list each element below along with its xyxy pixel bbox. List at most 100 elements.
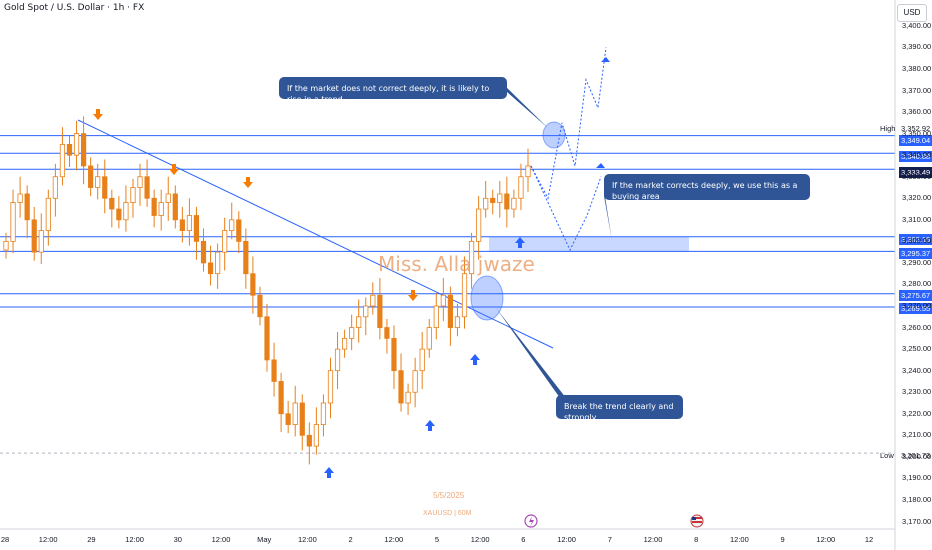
y-tick-label: 3,370.00 xyxy=(902,85,932,95)
x-tick-label: 30 xyxy=(173,535,182,544)
y-tick-label: 3,310.00 xyxy=(902,214,932,224)
x-tick-label: 12:00 xyxy=(384,535,404,544)
candle-body xyxy=(391,337,397,372)
candle-body xyxy=(518,176,524,199)
candle-body xyxy=(504,193,510,210)
flag-canton xyxy=(692,517,696,520)
price-label-buy-bottom: 3,295.37 xyxy=(899,248,932,259)
callout-deep-correction: If the market corrects deeply, we use th… xyxy=(604,174,810,201)
y-tick-label: 3,250.00 xyxy=(902,344,932,354)
down-arrow-shaft xyxy=(96,109,100,115)
down-arrow-icon xyxy=(408,295,418,301)
y-tick-label: 3,300.00 xyxy=(902,236,932,246)
candle-body xyxy=(3,240,9,251)
y-tick-label: 3,240.00 xyxy=(902,365,932,375)
x-tick-label: 9 xyxy=(780,535,785,544)
candle-body xyxy=(193,215,200,242)
candle-body xyxy=(461,273,468,318)
up-arrow-shaft xyxy=(473,359,477,365)
up-arrow-icon xyxy=(515,237,525,243)
candle-body xyxy=(200,240,207,264)
x-tick-label: 7 xyxy=(607,535,612,544)
connector-bottom xyxy=(496,308,566,398)
x-tick-label: 12:00 xyxy=(211,535,231,544)
highlight-circles xyxy=(470,121,566,321)
y-tick-label: 3,400.00 xyxy=(902,20,932,30)
x-tick-label: May xyxy=(257,535,272,544)
candle-body xyxy=(215,251,221,275)
candle-body xyxy=(313,424,319,447)
candle-body xyxy=(24,193,30,221)
candle-body xyxy=(31,219,37,253)
up-arrow-shaft xyxy=(327,472,331,478)
candle-body xyxy=(511,197,517,210)
y-tick-label: 3,280.00 xyxy=(902,279,932,289)
candle-body xyxy=(172,193,178,221)
down-arrow-icon xyxy=(93,114,103,120)
buy-zone-rect xyxy=(489,236,689,252)
candle-body xyxy=(299,402,305,436)
scenario-path-correction xyxy=(530,165,602,252)
y-tick-label: 3,270.00 xyxy=(902,301,932,311)
candle-body xyxy=(257,294,263,318)
candle-body xyxy=(398,370,404,404)
x-tick-label: 12:00 xyxy=(298,535,317,544)
candle-body xyxy=(483,197,489,210)
y-tick-label: 3,180.00 xyxy=(902,494,932,504)
x-tick-label: 2 xyxy=(348,535,353,544)
author-watermark: Miss. Alla jwaze xyxy=(378,252,535,276)
candle-body xyxy=(356,316,362,328)
y-tick-label: 3,290.00 xyxy=(902,257,932,267)
candle-body xyxy=(476,208,482,242)
up-arrow-icon xyxy=(470,354,480,360)
candle-body xyxy=(88,165,94,188)
candle-body xyxy=(123,202,129,221)
price-label-r2: 3,340.88 xyxy=(899,151,932,162)
lightning-glyph xyxy=(529,516,534,527)
candle-body xyxy=(66,143,73,156)
x-tick-label: 28 xyxy=(0,535,10,544)
y-tick-label: 3,230.00 xyxy=(902,387,932,397)
candle-body xyxy=(447,294,454,328)
candle-body xyxy=(278,381,284,415)
currency-selector[interactable]: USD xyxy=(897,4,927,22)
up-arrow-shaft xyxy=(518,242,522,248)
x-tick-label: 12:00 xyxy=(470,535,490,544)
callout-trend-break: Break the trend clearly and strongly xyxy=(556,395,683,422)
scenario-arrowhead-correction xyxy=(596,163,605,168)
x-tick-label: 8 xyxy=(694,535,699,544)
candle-body xyxy=(186,215,193,231)
candle-body xyxy=(490,197,496,203)
price-label-low: 3,201.73 xyxy=(899,450,932,461)
y-tick-label: 3,190.00 xyxy=(902,473,932,483)
y-tick-label: 3,330.00 xyxy=(902,171,932,181)
y-tick-label: 3,260.00 xyxy=(902,322,932,332)
candle-body xyxy=(38,230,44,253)
y-tick-label: 3,350.00 xyxy=(902,128,932,138)
candle-body xyxy=(229,219,235,231)
candle-body xyxy=(116,208,122,221)
highlight-circle-break xyxy=(470,275,504,321)
x-tick-label: 6 xyxy=(521,535,526,544)
x-tick-label: 12:00 xyxy=(730,535,749,544)
price-label-current: 3,333.49 xyxy=(899,167,932,178)
signal-arrows xyxy=(93,109,525,478)
candle-body xyxy=(179,219,185,231)
candle-body xyxy=(320,402,327,425)
x-tick-label: 12 xyxy=(864,535,874,544)
candle-body xyxy=(525,165,531,178)
candle-body xyxy=(165,193,171,203)
scenario-paths xyxy=(530,47,610,252)
candle-body xyxy=(80,133,87,167)
x-tick-label: 29 xyxy=(87,535,96,544)
chart-title: Gold Spot / U.S. Dollar · 1h · FX xyxy=(4,3,145,13)
y-tick-label: 3,320.00 xyxy=(902,193,932,203)
candle-body xyxy=(52,176,58,199)
down-arrow-icon xyxy=(169,169,179,175)
down-arrow-icon xyxy=(243,182,253,188)
y-tick-label: 3,380.00 xyxy=(902,63,932,73)
axes xyxy=(0,0,896,550)
candle-body xyxy=(349,327,355,339)
